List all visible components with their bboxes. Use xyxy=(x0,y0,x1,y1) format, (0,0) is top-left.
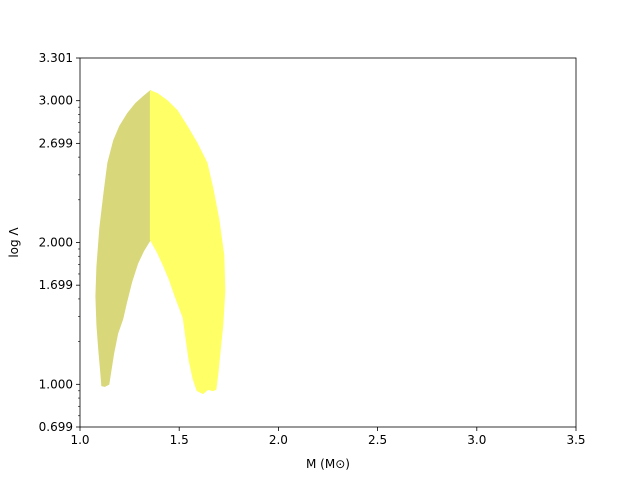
y-tick-label: 0.699 xyxy=(39,420,73,434)
x-axis-ticks: 1.0 1.5 2.0 2.5 3.0 3.5 xyxy=(70,427,586,447)
axes-frame xyxy=(79,57,577,428)
y-axis-ticks: 0.699 1.000 1.699 2.000 2.699 3.000 3.301 xyxy=(39,51,80,434)
y-tick-label: 3.301 xyxy=(39,51,73,65)
x-tick-label: 2.0 xyxy=(269,433,288,447)
y-axis-label: log Λ xyxy=(7,227,21,258)
region-series-1 xyxy=(95,89,151,387)
x-tick-label: 3.5 xyxy=(566,433,585,447)
region-series-2 xyxy=(149,90,226,395)
x-axis-label: M (M⊙) xyxy=(306,457,350,471)
y-tick-label: 1.000 xyxy=(39,377,73,391)
x-tick-label: 1.5 xyxy=(170,433,189,447)
y-tick-label: 2.699 xyxy=(39,136,73,150)
y-tick-label: 2.000 xyxy=(39,236,73,250)
x-tick-label: 1.0 xyxy=(70,433,89,447)
x-tick-label: 2.5 xyxy=(368,433,387,447)
y-tick-label: 1.699 xyxy=(39,278,73,292)
x-tick-label: 3.0 xyxy=(467,433,486,447)
y-tick-label: 3.000 xyxy=(39,94,73,108)
plot-area xyxy=(95,89,226,395)
